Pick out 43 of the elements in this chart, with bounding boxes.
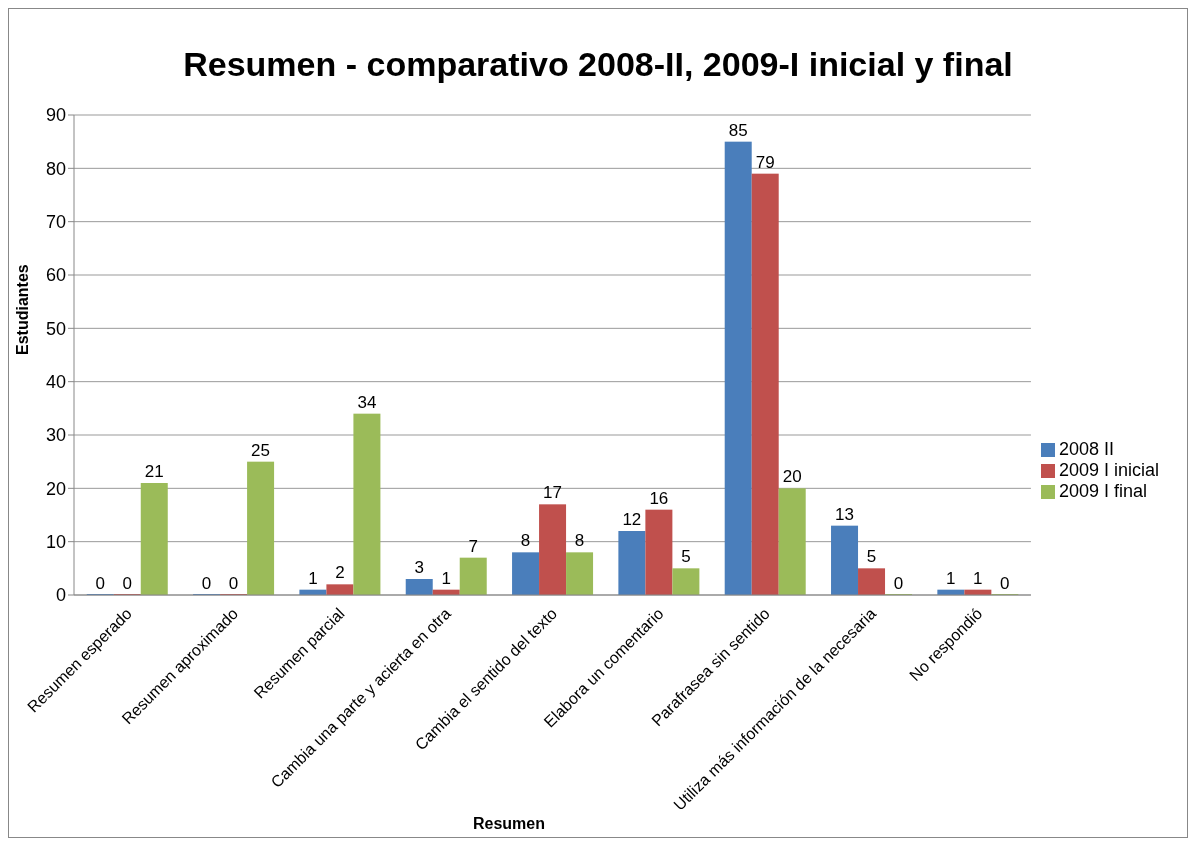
y-tick-label: 0 <box>55 585 66 606</box>
data-label: 0 <box>228 574 239 593</box>
data-label: 8 <box>520 531 531 551</box>
data-label: 12 <box>622 510 642 529</box>
data-label: 5 <box>866 547 877 567</box>
data-label: 17 <box>543 483 563 503</box>
y-tick-label: 80 <box>45 158 66 179</box>
y-tick-label: 50 <box>45 318 66 339</box>
data-label: 5 <box>681 547 691 567</box>
data-label: 34 <box>357 392 377 412</box>
y-tick-label: 30 <box>45 425 66 446</box>
data-label: 1 <box>441 568 451 588</box>
data-label: 3 <box>414 558 424 577</box>
data-label: 0 <box>122 574 132 593</box>
data-label: 8 <box>574 531 585 551</box>
data-label: 79 <box>755 152 775 172</box>
data-label: 16 <box>649 488 669 508</box>
y-tick-label: 90 <box>45 105 66 126</box>
y-tick-label: 70 <box>45 212 66 233</box>
data-label: 2 <box>335 563 345 583</box>
data-label: 13 <box>835 504 854 524</box>
data-label: 1 <box>973 568 983 588</box>
data-label: 85 <box>728 120 748 140</box>
y-tick-label: 10 <box>45 532 66 553</box>
data-label: 0 <box>201 574 212 593</box>
chart-title: Resumen - comparativo 2008-II, 2009-I inicial y final <box>182 44 1014 85</box>
y-tick-label: 40 <box>45 372 66 393</box>
data-label: 0 <box>893 574 904 593</box>
y-tick-label: 20 <box>45 478 66 499</box>
y-tick-label: 60 <box>45 265 66 286</box>
data-label: 25 <box>251 440 271 460</box>
y-axis-title: Estudiantes <box>14 264 32 355</box>
legend-label: 2009 I inicial <box>1058 459 1159 480</box>
x-axis-title: Resumen <box>472 815 546 833</box>
data-label: 0 <box>1000 574 1010 593</box>
data-label: 1 <box>308 568 318 588</box>
data-label: 0 <box>95 574 105 593</box>
legend-label: 2009 I final <box>1058 480 1147 501</box>
data-label: 20 <box>782 467 802 487</box>
data-label: 7 <box>468 536 478 556</box>
legend-label: 2008 II <box>1058 438 1114 459</box>
data-label: 21 <box>144 462 164 481</box>
data-label: 1 <box>946 568 956 588</box>
